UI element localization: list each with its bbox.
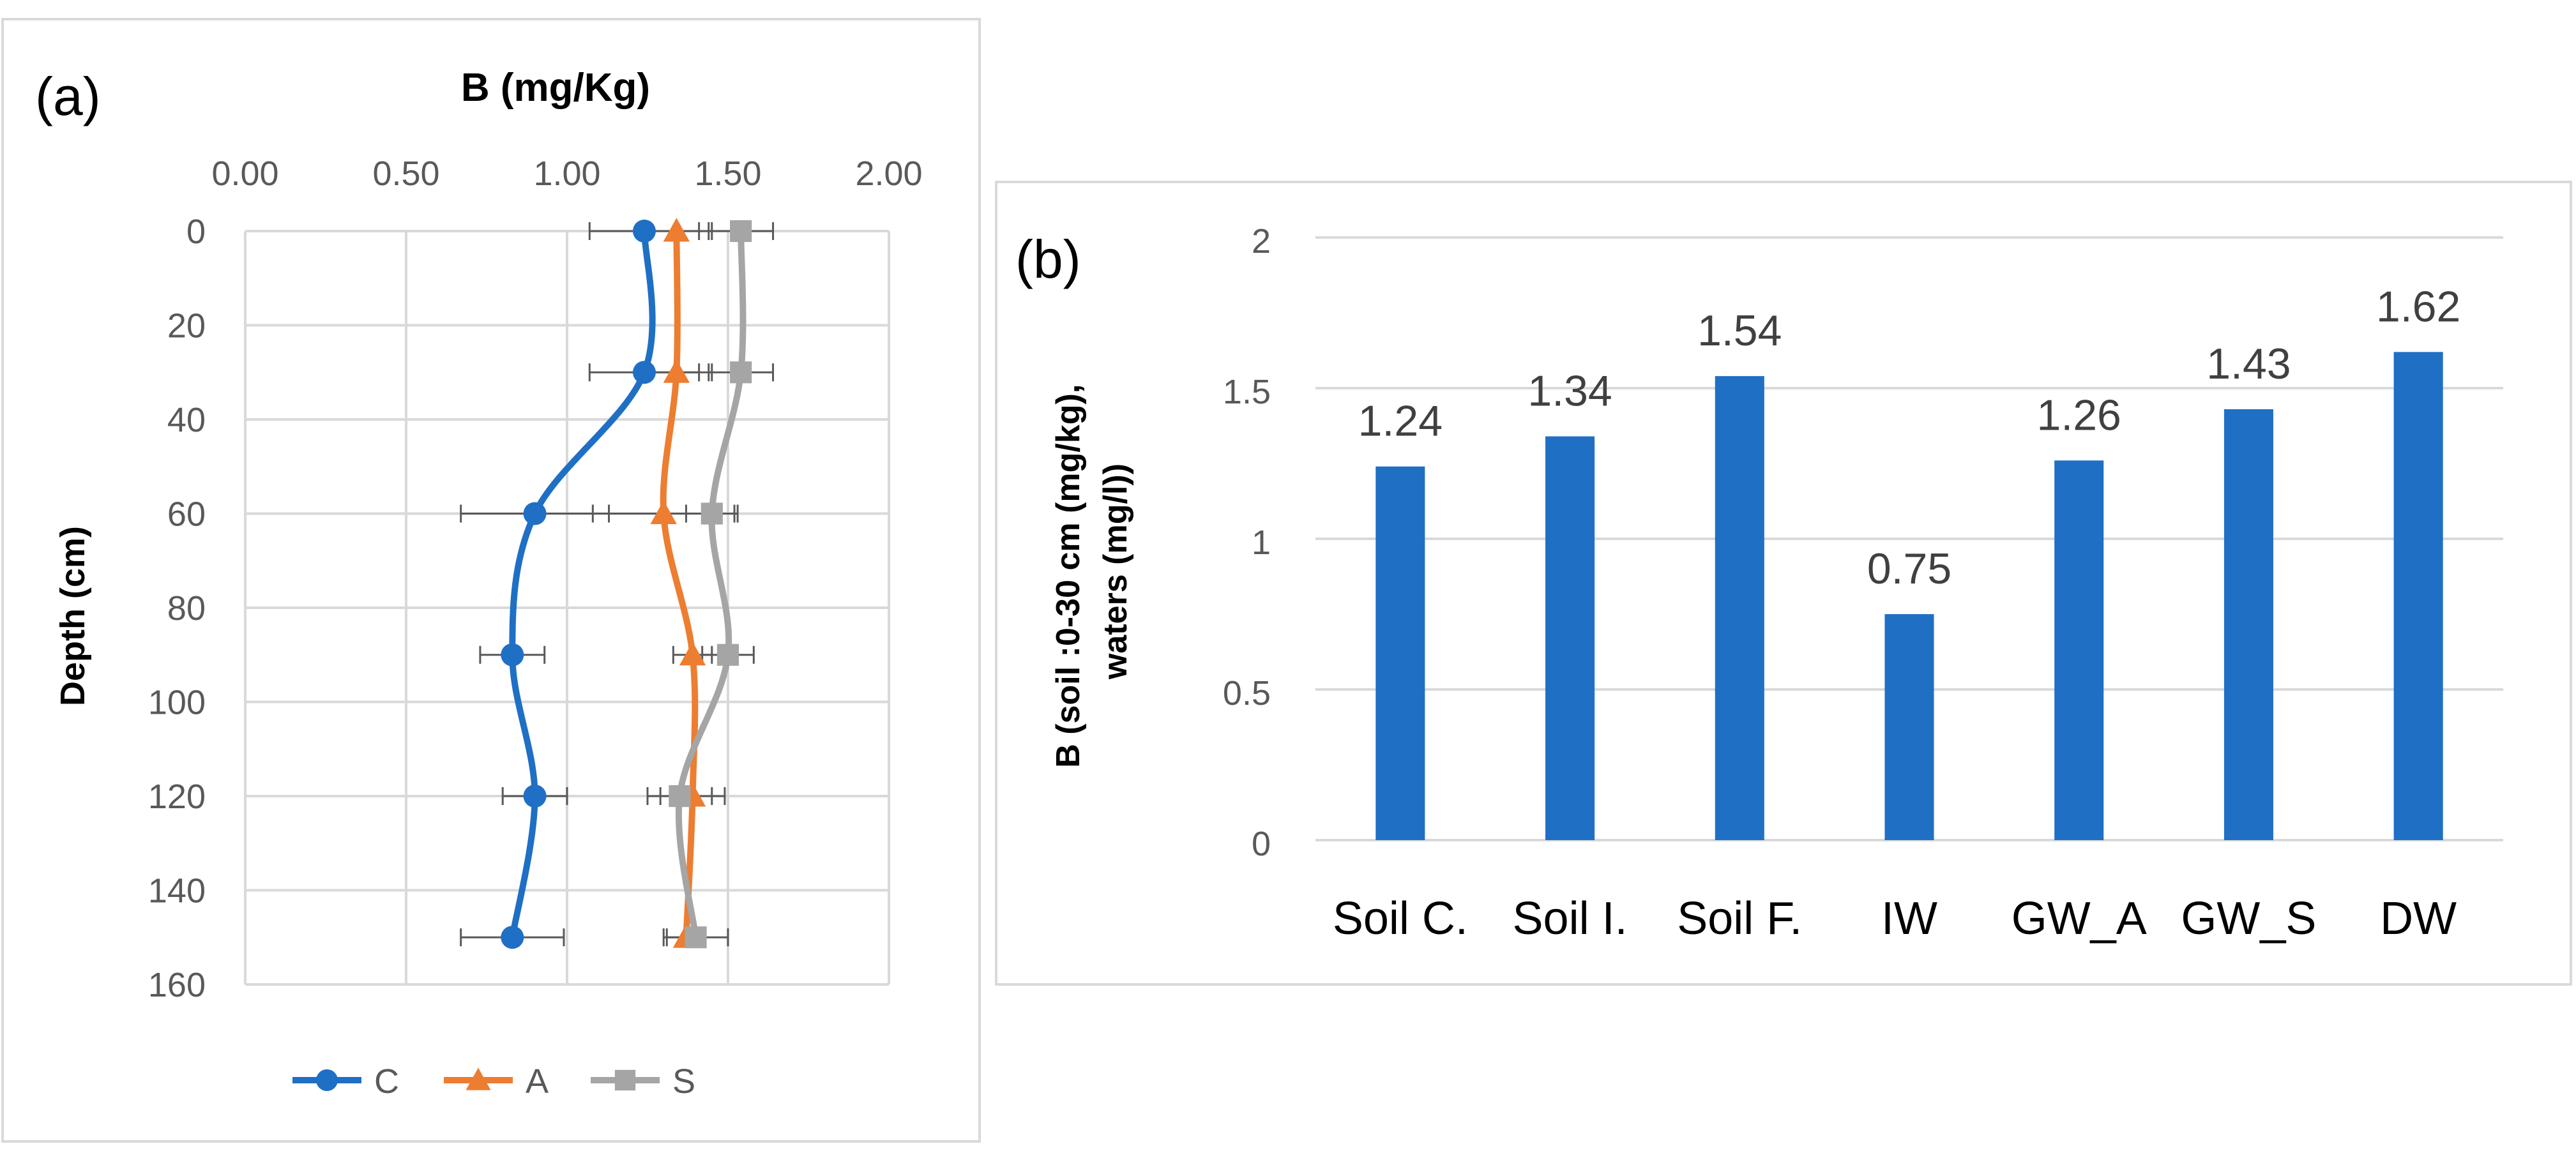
data-label-gw-a: 1.26: [2037, 391, 2121, 439]
data-point-c: [523, 785, 547, 808]
panel-b-frame: [995, 181, 2572, 986]
panel-b-y-axis-title-line-1: B (soil :0-30 cm (mg/kg),: [1050, 384, 1087, 768]
bar-iw: [1884, 614, 1934, 840]
data-point-s: [716, 644, 739, 666]
data-point-s: [685, 926, 707, 949]
category-label-soil-f: Soil F.: [1677, 893, 1802, 944]
legend-marker-c: [316, 1069, 338, 1091]
x-tick-label: 0.00: [211, 154, 278, 193]
panel-b: (b) B (soil :0-30 cm (mg/kg), waters (mg…: [995, 181, 2572, 986]
data-label-soil-i: 1.34: [1527, 367, 1612, 416]
bar-soil-i: [1545, 436, 1595, 840]
y-tick-label: 0: [1252, 825, 1271, 863]
y-tick-label: 120: [148, 778, 206, 816]
data-label-gw-s: 1.43: [2206, 340, 2291, 388]
y-tick-label: 100: [148, 684, 206, 722]
panel-b-bars: [1375, 352, 2443, 840]
legend-label-c: C: [374, 1062, 399, 1101]
y-tick-label: 160: [148, 966, 206, 1004]
legend-marker-a: [466, 1067, 491, 1090]
bar-dw: [2393, 352, 2443, 840]
bar-soil-f: [1715, 376, 1764, 840]
data-point-c: [501, 926, 524, 949]
category-label-gw-a: GW_A: [2012, 893, 2147, 944]
panel-b-label: (b): [1015, 229, 1081, 289]
data-point-c: [632, 361, 656, 384]
panel-a-markers: [501, 218, 752, 949]
bar-gw-a: [2054, 460, 2104, 840]
panel-a-y-ticks: 0 20 40 60 80 100 120 140 160: [148, 213, 206, 1004]
data-label-soil-f: 1.54: [1697, 306, 1782, 355]
y-tick-label: 0.5: [1223, 674, 1271, 712]
category-label-soil-i: Soil I.: [1513, 893, 1628, 944]
category-label-iw: IW: [1881, 893, 1937, 944]
panel-a-series-lines: [509, 228, 746, 941]
data-label-soil-c: 1.24: [1358, 397, 1443, 446]
category-label-dw: DW: [2380, 893, 2457, 944]
panel-a-label: (a): [35, 66, 101, 126]
panel-a-x-axis-title: B (mg/Kg): [461, 66, 650, 110]
series-line-a: [660, 228, 699, 941]
data-point-s: [701, 502, 723, 525]
panel-b-category-labels: Soil C. Soil I. Soil F. IW GW_A GW_S DW: [1333, 893, 2457, 944]
panel-b-data-labels: 1.24 1.34 1.54 0.75 1.26 1.43 1.62: [1358, 282, 2461, 593]
bar-gw-s: [2224, 409, 2273, 840]
panel-b-y-axis-title-line-2: waters (mg/l)): [1097, 463, 1134, 680]
y-tick-label: 20: [167, 307, 206, 345]
series-line-c: [509, 228, 656, 941]
panel-a-frame: [1, 18, 981, 1143]
x-tick-label: 0.50: [372, 154, 439, 193]
data-label-iw: 0.75: [1867, 545, 1951, 593]
series-line-s: [675, 228, 746, 941]
panel-b-y-axis-title: B (soil :0-30 cm (mg/kg), waters (mg/l)): [1050, 375, 1134, 767]
category-label-soil-c: Soil C.: [1333, 893, 1468, 944]
y-tick-label: 0: [186, 213, 206, 251]
legend-marker-s: [614, 1069, 636, 1091]
panel-a-error-bars: [460, 222, 775, 947]
y-tick-label: 140: [148, 872, 206, 910]
y-tick-label: 1.5: [1223, 373, 1271, 411]
data-point-a: [663, 359, 690, 383]
y-tick-label: 60: [167, 495, 206, 534]
y-tick-label: 2: [1252, 222, 1271, 260]
data-point-a: [663, 218, 690, 242]
data-point-a: [650, 500, 677, 525]
x-tick-label: 2.00: [855, 154, 922, 193]
data-point-s: [669, 785, 691, 808]
data-point-c: [501, 643, 524, 666]
y-tick-label: 80: [167, 589, 206, 628]
data-point-c: [632, 220, 656, 243]
panel-a-y-axis-title: Depth (cm): [54, 526, 92, 706]
data-point-a: [679, 642, 706, 666]
data-label-dw: 1.62: [2376, 282, 2460, 331]
panel-b-y-ticks: 0 0.5 1 1.5 2: [1223, 222, 1271, 863]
panel-a-x-ticks: 0.00 0.50 1.00 1.50 2.00: [211, 154, 922, 193]
y-tick-label: 1: [1252, 523, 1271, 562]
data-point-c: [523, 502, 547, 525]
category-label-gw-s: GW_S: [2181, 893, 2316, 944]
data-point-s: [730, 361, 752, 384]
y-tick-label: 40: [167, 401, 206, 439]
panel-a: (a) B (mg/Kg) Depth (cm) 0.00 0.50 1.00 1.5…: [1, 18, 981, 1143]
x-tick-label: 1.50: [694, 154, 761, 193]
x-tick-label: 1.00: [533, 154, 600, 193]
legend-label-a: A: [526, 1062, 549, 1101]
bar-soil-c: [1375, 466, 1425, 840]
data-point-s: [730, 220, 752, 243]
legend-label-s: S: [672, 1062, 695, 1101]
